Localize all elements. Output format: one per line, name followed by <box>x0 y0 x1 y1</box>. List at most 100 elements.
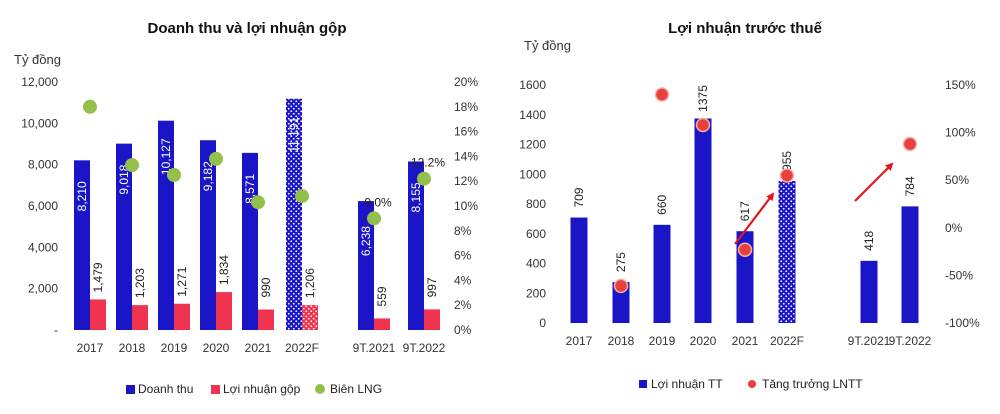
legend-swatch-growth <box>748 380 756 388</box>
revenue-label: 8,210 <box>75 181 89 211</box>
growth-dot <box>654 87 670 102</box>
gross-profit-label: 1,206 <box>303 268 317 298</box>
right-y-tick: 400 <box>526 257 546 271</box>
revenue-bar <box>116 143 132 330</box>
legend-label-revenue: Doanh thu <box>138 382 193 396</box>
left-y2-tick: 8% <box>454 224 472 238</box>
right-x-tick: 2022F <box>770 334 804 348</box>
margin-dot <box>167 168 181 182</box>
margin-dot <box>125 158 139 173</box>
left-x-tick: 2018 <box>119 341 146 355</box>
legend-label-growth: Tăng trưởng LNTT <box>762 377 863 391</box>
pbt-label: 955 <box>780 151 794 171</box>
gross-profit-label: 990 <box>259 277 273 297</box>
legend-swatch-gross-profit <box>211 385 220 394</box>
left-y2-tick: 14% <box>454 149 478 163</box>
growth-dot <box>613 278 629 294</box>
left-y-tick: 6,000 <box>28 199 58 213</box>
left-y-tick: 8,000 <box>28 158 58 172</box>
margin-dot <box>295 189 309 204</box>
right-y-tick: 1000 <box>519 167 546 181</box>
trend-arrow <box>854 162 894 202</box>
margin-dot <box>209 151 223 166</box>
gross-profit-bar <box>424 309 440 330</box>
left-x-tick: 9T.2021 <box>353 341 396 355</box>
right-y-tick: 0 <box>539 316 546 330</box>
right-y2-tick: 150% <box>945 78 976 92</box>
right-y-tick: 600 <box>526 227 546 241</box>
left-y2-tick: 4% <box>454 273 472 287</box>
margin-dot <box>367 211 381 226</box>
revenue-label: 9,018 <box>117 164 131 194</box>
revenue-label: 11,191 <box>287 116 301 152</box>
legend-swatch-margin <box>315 384 325 394</box>
margin-dot <box>417 171 431 186</box>
right-x-tick: 2019 <box>649 334 676 348</box>
left-y-tick: 4,000 <box>28 240 58 254</box>
right-chart-unit: Tỷ đồng <box>524 38 571 53</box>
left-y2-tick: 16% <box>454 125 478 139</box>
pbt-label: 418 <box>862 230 876 250</box>
right-x-tick: 2020 <box>690 334 717 348</box>
left-y2-tick: 6% <box>454 249 472 263</box>
right-y2-tick: 50% <box>945 173 969 187</box>
gross-profit-bar <box>174 303 190 330</box>
left-y2-tick: 2% <box>454 298 472 312</box>
pbt-bar <box>653 224 671 323</box>
legend-label-margin: Biên LNG <box>330 382 382 396</box>
pbt-bar <box>570 217 588 323</box>
right-y2-tick: -100% <box>945 316 980 330</box>
pbt-bar <box>901 206 919 323</box>
pbt-bar <box>860 260 878 323</box>
left-y2-tick: 20% <box>454 75 478 89</box>
right-y-tick: 1600 <box>519 78 546 92</box>
left-y-tick: - <box>54 323 58 337</box>
gross-profit-bar <box>302 305 318 330</box>
growth-dot <box>737 242 753 257</box>
gross-profit-label: 1,271 <box>175 266 189 296</box>
revenue-label: 8,571 <box>243 174 257 204</box>
left-y2-tick: 12% <box>454 174 478 188</box>
left-y2-tick: 18% <box>454 100 478 114</box>
margin-label: 9.0% <box>364 195 392 209</box>
pbt-bar <box>778 180 796 323</box>
pbt-bar <box>612 282 630 323</box>
growth-dot <box>779 168 795 183</box>
left-y-tick: 2,000 <box>28 282 58 296</box>
revenue-label: 6,238 <box>359 226 373 256</box>
gross-profit-bar <box>258 309 274 330</box>
growth-dot <box>902 136 918 152</box>
left-chart-unit: Tỷ đồng <box>14 52 61 67</box>
left-y-tick: 12,000 <box>21 75 58 89</box>
legend-label-pbt: Lợi nhuận TT <box>651 377 723 391</box>
pbt-label: 1375 <box>696 85 710 112</box>
gross-profit-bar <box>132 305 148 330</box>
gross-profit-label: 1,834 <box>217 255 231 285</box>
left-x-tick: 2020 <box>203 341 230 355</box>
gross-profit-label: 997 <box>425 277 439 297</box>
legend-swatch-revenue <box>126 385 135 394</box>
right-x-tick: 2017 <box>566 334 593 348</box>
revenue-bar <box>358 201 374 330</box>
pbt-label: 660 <box>655 194 669 214</box>
gross-profit-label: 559 <box>375 286 389 306</box>
revenue-bar <box>74 160 90 330</box>
legend-swatch-pbt <box>639 380 647 388</box>
right-x-tick: 9T.2022 <box>889 334 932 348</box>
right-y-tick: 1200 <box>519 138 546 152</box>
right-y-tick: 1400 <box>519 108 546 122</box>
right-y2-tick: 0% <box>945 221 963 235</box>
right-y2-tick: -50% <box>945 268 973 282</box>
margin-dot <box>251 195 265 210</box>
left-chart-title: Doanh thu và lợi nhuận gộp <box>148 20 347 37</box>
gross-profit-bar <box>374 318 390 330</box>
margin-dot <box>83 99 97 114</box>
left-x-tick: 2019 <box>161 341 188 355</box>
gross-profit-bar <box>90 299 106 330</box>
gross-profit-label: 1,479 <box>91 262 105 292</box>
left-x-tick: 2021 <box>245 341 272 355</box>
pbt-label: 709 <box>572 187 586 207</box>
left-y2-tick: 0% <box>454 323 472 337</box>
pbt-label: 275 <box>614 252 628 272</box>
pbt-label: 784 <box>903 176 917 196</box>
